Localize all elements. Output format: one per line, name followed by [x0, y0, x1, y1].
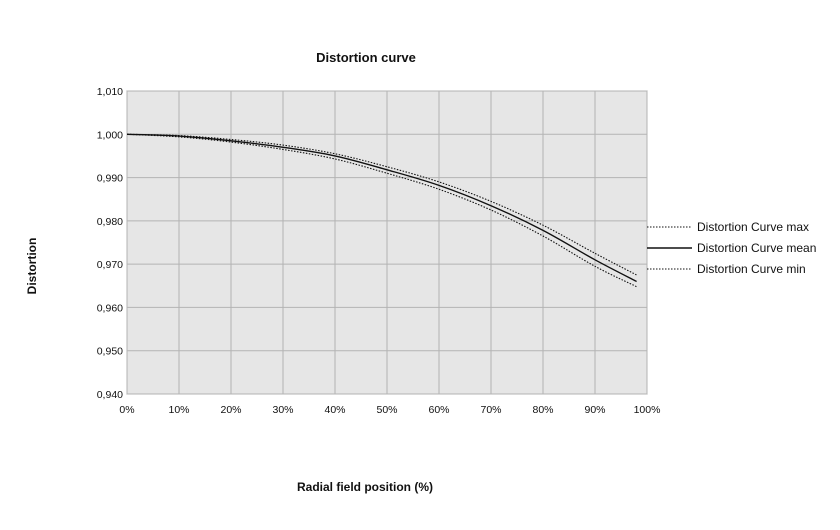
y-tick-label: 0,960 [97, 302, 123, 314]
y-tick-label: 0,950 [97, 346, 123, 358]
series-line-0 [126, 133, 637, 276]
x-tick-label: 0% [119, 404, 134, 416]
legend-label-2: Distortion Curve min [697, 262, 806, 276]
x-tick-label: 20% [220, 404, 241, 416]
legend-label-1: Distortion Curve mean [697, 241, 816, 255]
x-tick-label: 80% [532, 404, 553, 416]
y-tick-label: 0,940 [97, 389, 123, 401]
y-tick-label: 1,000 [97, 129, 123, 141]
x-axis-label: Radial field position (%) [297, 480, 433, 494]
y-tick-label: 0,990 [97, 173, 123, 185]
y-axis-label: Distortion [25, 238, 39, 295]
y-axis-ticks: 0,940 0,950 0,960 0,970 0,980 0,990 1,000 1,010 [97, 86, 123, 401]
x-tick-label: 60% [428, 404, 449, 416]
x-tick-label: 70% [480, 404, 501, 416]
legend: Distortion Curve max Distortion Curve mea… [647, 220, 816, 276]
y-tick-label: 0,980 [97, 216, 123, 228]
grid [126, 90, 648, 395]
series-line-1 [126, 133, 637, 283]
series-lines [126, 133, 637, 288]
chart-title: Distortion curve [316, 50, 416, 65]
series-line-2 [126, 133, 637, 288]
x-tick-label: 10% [168, 404, 189, 416]
legend-label-0: Distortion Curve max [697, 220, 809, 234]
x-axis-ticks: 0% 10% 20% 30% 40% 50% 60% 70% 80% 90% 100% [119, 404, 660, 416]
x-tick-label: 100% [634, 404, 661, 416]
x-tick-label: 30% [272, 404, 293, 416]
x-tick-label: 50% [376, 404, 397, 416]
x-tick-label: 90% [584, 404, 605, 416]
x-tick-label: 40% [324, 404, 345, 416]
y-tick-label: 1,010 [97, 86, 123, 98]
y-tick-label: 0,970 [97, 259, 123, 271]
